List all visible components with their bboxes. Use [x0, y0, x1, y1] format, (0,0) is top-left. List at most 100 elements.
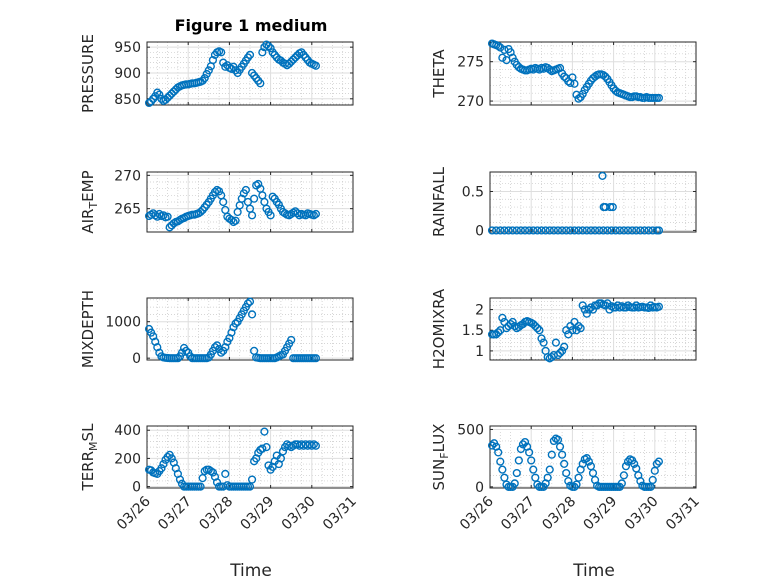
subplot-4: 0 0.5 RAINFALL	[430, 166, 697, 239]
data-point	[266, 211, 275, 220]
data-point	[640, 226, 649, 235]
data-point	[155, 209, 164, 219]
y-tick-label: 1000	[105, 315, 141, 331]
data-point	[498, 465, 507, 474]
data-point	[163, 212, 172, 221]
data-point	[196, 207, 205, 217]
data-point	[245, 482, 255, 491]
data-point	[498, 53, 507, 62]
y-tick-label: 270	[457, 94, 484, 110]
data-point	[274, 200, 283, 209]
data-point	[529, 465, 538, 474]
data-point	[570, 482, 579, 491]
data-point	[566, 322, 575, 331]
data-point	[533, 226, 542, 235]
data-point	[245, 297, 255, 306]
data-point	[167, 454, 176, 463]
data-point	[173, 354, 183, 363]
data-point	[547, 450, 556, 459]
data-point	[590, 226, 600, 235]
data-point	[636, 477, 645, 486]
y-axis-label: PRESSURE	[79, 34, 97, 113]
data-point	[537, 226, 546, 235]
data-point	[562, 226, 571, 235]
data-point	[520, 226, 530, 235]
data-point	[291, 53, 300, 62]
data-point	[632, 226, 641, 235]
x-tick-label: 03/30	[622, 494, 662, 534]
data-point	[557, 226, 567, 235]
x-tick-label: 03/28	[539, 494, 579, 534]
data-point	[557, 450, 567, 459]
subplot-3: 265 270 AIRTEMP	[79, 168, 354, 234]
data-point	[619, 226, 629, 235]
data-point	[533, 324, 542, 333]
y-tick-label: 265	[114, 202, 141, 218]
y-tick-label: 200	[114, 451, 141, 467]
y-axis-label: SUNFLUX	[430, 424, 451, 491]
x-tick-label: 03/30	[279, 494, 319, 534]
data-point	[576, 324, 585, 333]
data-point	[520, 437, 530, 447]
data-point	[268, 192, 277, 201]
y-tick-label: 2	[475, 303, 484, 319]
data-point	[574, 226, 583, 235]
data-point	[247, 211, 257, 220]
data-point	[496, 457, 505, 466]
data-point	[159, 459, 168, 469]
data-point	[603, 226, 612, 235]
data-point	[508, 53, 517, 62]
data-point	[572, 326, 581, 335]
data-point	[278, 447, 288, 456]
y-tick-label: 0	[132, 480, 141, 496]
data-point	[496, 43, 505, 52]
data-point	[210, 343, 220, 352]
data-point	[231, 319, 240, 328]
y-tick-label: 950	[114, 40, 141, 56]
data-point	[599, 226, 608, 235]
data-point	[487, 441, 497, 450]
data-point	[250, 194, 259, 203]
y-tick-label: 0	[132, 351, 141, 367]
data-point	[564, 330, 573, 339]
data-point	[254, 179, 263, 189]
data-point	[256, 79, 265, 88]
data-point	[487, 226, 497, 235]
y-tick-label: 500	[457, 422, 484, 438]
data-point	[619, 471, 629, 480]
x-tick-label: 03/26	[457, 493, 497, 533]
data-point	[553, 226, 563, 235]
y-tick-label: 0	[475, 480, 484, 496]
data-point	[553, 350, 563, 360]
data-point	[287, 335, 296, 345]
data-point	[560, 72, 569, 81]
data-point	[264, 42, 273, 51]
data-point	[153, 88, 162, 97]
y-axis-label: RAINFALL	[430, 166, 448, 237]
data-point	[285, 59, 294, 68]
data-point	[578, 301, 587, 310]
data-point	[630, 459, 639, 468]
axes-frame	[489, 425, 697, 489]
data-point	[514, 63, 523, 72]
data-point	[492, 330, 501, 339]
data-point	[562, 468, 571, 478]
data-point	[564, 477, 573, 486]
data-point	[311, 209, 321, 219]
data-point	[175, 475, 185, 484]
data-point	[588, 305, 598, 314]
data-point	[221, 469, 230, 479]
data-point	[654, 93, 664, 103]
data-point	[311, 61, 321, 70]
data-point	[502, 324, 511, 333]
y-tick-label: 275	[457, 55, 484, 71]
data-point	[654, 302, 664, 311]
data-point	[611, 226, 620, 235]
data-point	[508, 226, 517, 235]
data-point	[560, 459, 569, 468]
data-point	[508, 317, 517, 327]
data-point	[516, 226, 526, 235]
data-point	[217, 48, 226, 57]
data-point	[584, 457, 593, 466]
subplot-8: 0 500 03/26 03/27 03/28 03/29 03/30 03/31 SUNFLU…	[430, 422, 703, 533]
